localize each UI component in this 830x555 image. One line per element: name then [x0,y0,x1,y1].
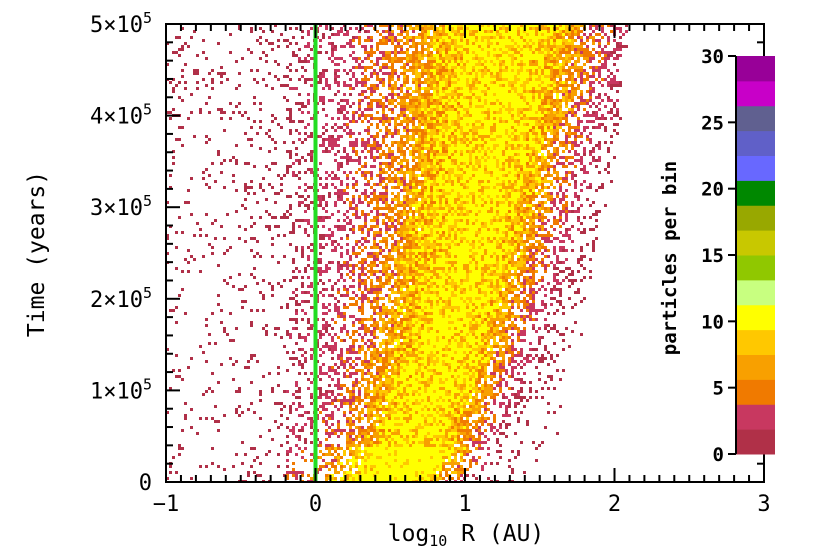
colorbar-swatch-6 [736,279,775,306]
colorbar-tick-label-2: 10 [701,311,724,333]
colorbar-swatch-11 [736,155,775,181]
x-tick-label-4: 3 [757,492,770,517]
colorbar-swatch-5 [736,304,775,331]
colorbar-tick-label-0: 0 [713,444,724,466]
x-tick-label-3: 2 [608,492,621,517]
x-tick-label-2: 1 [458,492,471,517]
colorbar-tick-label-5: 25 [701,112,724,134]
y-tick-label-4: 4×105 [90,101,152,130]
colorbar-swatch-1 [736,404,775,430]
colorbar-swatch-14 [736,80,775,107]
colorbar: 0 5 10 15 20 25 30 [701,46,775,466]
colorbar-swatch-10 [736,180,775,206]
heatmap-density-band-3 [310,24,595,483]
colorbar-swatch-8 [736,230,775,256]
heatmap-density-band-5 [331,24,571,483]
colorbar-swatch-13 [736,105,775,132]
y-tick-label-5: 5×105 [90,9,152,38]
y-tick-label-2: 2×105 [90,284,152,313]
colorbar-swatch-12 [736,130,775,156]
colorbar-swatch-3 [736,354,775,380]
colorbar-tick-label-4: 20 [701,179,724,201]
colorbar-tick-label-6: 30 [701,46,724,68]
colorbar-tick-label-3: 15 [701,245,724,267]
colorbar-swatch-15 [736,56,775,82]
heatmap-density-band-1 [286,24,628,483]
x-tick-label-0: −1 [153,492,180,517]
x-tick-label-1: 0 [309,492,322,517]
y-tick-label-3: 3×105 [90,192,152,221]
x-axis-title: log10 R (AU) [388,521,545,550]
colorbar-tick-label-1: 5 [713,378,724,400]
colorbar-swatch-4 [736,329,775,355]
colorbar-swatch-7 [736,255,775,281]
y-tick-label-1: 1×105 [90,375,152,404]
heatmap-density-band-0 [166,24,628,483]
y-axis-title: Time (years) [24,171,50,337]
colorbar-title: particles per bin [659,161,681,355]
heatmap-density-band-2 [286,24,613,483]
colorbar-swatch-0 [736,429,775,455]
colorbar-swatch-9 [736,205,775,231]
y-tick-label-0: 0 [139,471,152,496]
heatmap-cells [166,24,628,483]
colorbar-swatch-2 [736,379,775,405]
